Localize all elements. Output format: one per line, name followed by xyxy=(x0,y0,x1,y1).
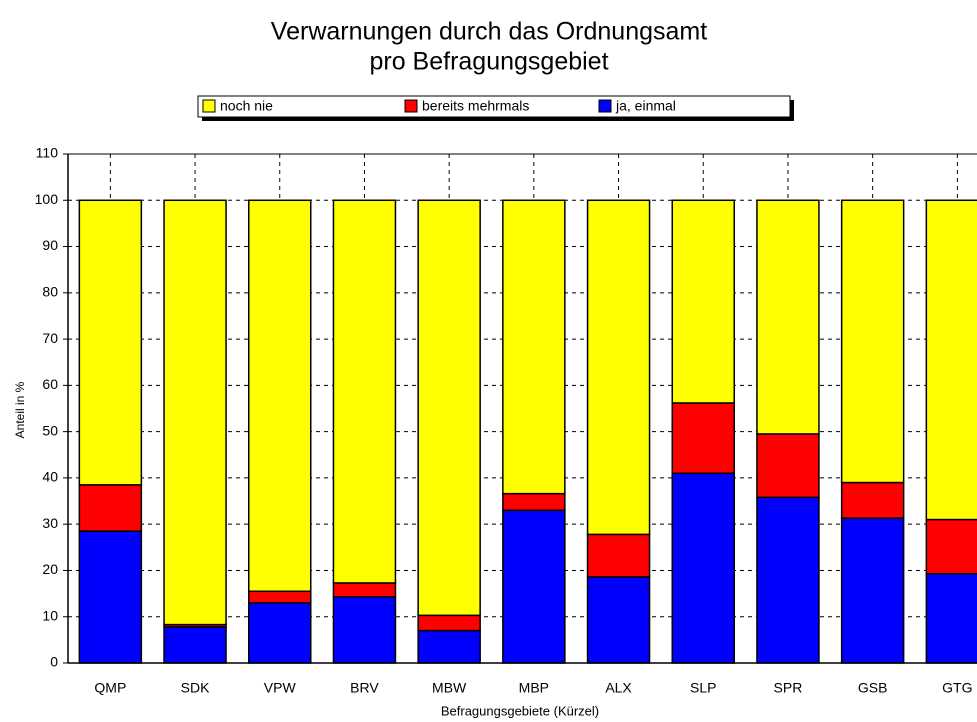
x-tick-label: BRV xyxy=(350,680,379,696)
y-tick-label: 80 xyxy=(42,284,58,300)
bar-segment xyxy=(925,199,977,521)
x-tick-label: ALX xyxy=(605,680,632,696)
bar-segment xyxy=(586,533,651,578)
bar-segment xyxy=(671,199,735,404)
bar-segment xyxy=(502,509,566,664)
y-tick-label: 70 xyxy=(42,330,58,346)
x-tick-label: VPW xyxy=(264,680,297,696)
bar-segment xyxy=(671,472,735,664)
bar-segment xyxy=(925,518,977,575)
chart-title: pro Befragungsgebiet xyxy=(369,48,608,76)
legend-swatch xyxy=(598,99,612,113)
bar-segment xyxy=(840,481,905,519)
y-tick-label: 10 xyxy=(42,607,58,623)
bar-segment xyxy=(78,530,143,664)
y-tick-label: 40 xyxy=(42,469,58,485)
legend-label: noch nie xyxy=(220,98,273,114)
bar-segment xyxy=(756,199,820,435)
bar-segment xyxy=(502,199,566,495)
legend-box xyxy=(197,95,791,118)
bar-segment xyxy=(502,492,566,512)
x-tick-label: SLP xyxy=(690,680,716,696)
bar-segment xyxy=(248,199,312,593)
bar-segment xyxy=(840,517,905,664)
bar-segment xyxy=(756,496,820,664)
bar-segment xyxy=(417,614,481,632)
y-tick-label: 30 xyxy=(42,515,58,531)
bar-segment xyxy=(163,199,227,626)
bar-segment xyxy=(756,433,820,499)
x-axis-label: Befragungsgebiete (Kürzel) xyxy=(441,703,599,718)
bar-segment xyxy=(248,590,312,604)
bar-segment xyxy=(332,199,397,584)
legend-swatch xyxy=(404,99,418,113)
bar-segment xyxy=(248,602,312,664)
x-tick-label: SDK xyxy=(181,680,210,696)
y-tick-label: 0 xyxy=(50,654,58,670)
y-axis-label: Anteil in % xyxy=(13,381,27,438)
bar-segment xyxy=(840,199,905,484)
x-tick-label: MBP xyxy=(519,680,549,696)
bar-segment xyxy=(332,596,397,664)
bar-segment xyxy=(78,484,143,532)
bar-segment xyxy=(332,582,397,598)
x-tick-label: SPR xyxy=(774,680,803,696)
legend-swatch xyxy=(202,99,216,113)
chart-title: Verwarnungen durch das Ordnungsamt xyxy=(271,18,707,46)
y-tick-label: 110 xyxy=(36,145,59,161)
bar-segment xyxy=(417,199,481,617)
legend-label: bereits mehrmals xyxy=(422,98,529,114)
x-tick-label: GSB xyxy=(858,680,888,696)
y-tick-label: 20 xyxy=(42,561,58,577)
bar-segment xyxy=(417,629,481,664)
bar-segment xyxy=(163,626,227,664)
y-tick-label: 100 xyxy=(35,191,59,207)
bar-segment xyxy=(586,576,651,664)
y-tick-label: 60 xyxy=(42,376,58,392)
bar-segment xyxy=(671,402,735,475)
bar-segment xyxy=(78,199,143,486)
y-tick-label: 90 xyxy=(42,237,58,253)
bar-segment xyxy=(586,199,651,536)
x-tick-label: MBW xyxy=(432,680,467,696)
legend-label: ja, einmal xyxy=(615,98,676,114)
bar-segment xyxy=(925,572,977,664)
x-tick-label: QMP xyxy=(94,680,126,696)
x-tick-label: GTG xyxy=(942,680,972,696)
y-tick-label: 50 xyxy=(42,422,58,438)
